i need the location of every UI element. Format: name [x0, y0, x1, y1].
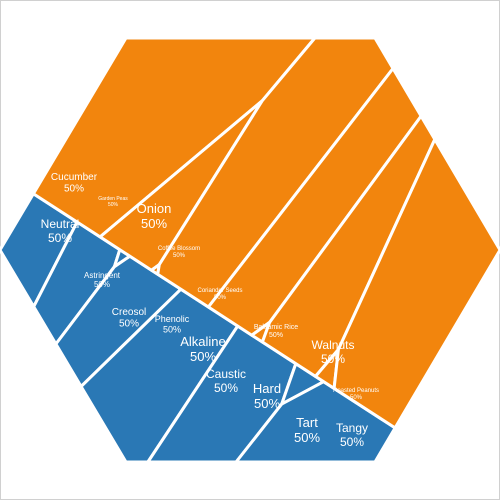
cell-label-onion: Onion 50%: [137, 201, 172, 231]
cell-name-tart: Tart: [296, 415, 318, 430]
cell-label-garden-peas: Garden Peas 50%: [98, 196, 128, 208]
cell-value-balsamic-rice: 50%: [269, 332, 283, 339]
cell-label-tangy: Tangy 50%: [336, 421, 368, 449]
cell-tangy[interactable]: [332, 137, 500, 430]
cell-value-phenolic: 50%: [163, 324, 181, 334]
cell-name-alkaline: Alkaline: [180, 334, 226, 349]
cell-value-alkaline: 50%: [190, 349, 216, 364]
cell-value-coffee-blossom: 50%: [173, 253, 186, 259]
cell-label-roasted-peanuts: Roasted Peanuts 50%: [333, 388, 379, 401]
cell-value-creosol: 50%: [119, 319, 139, 330]
cell-value-neutral: 50%: [48, 231, 72, 245]
cell-label-neutral: Neutral 50%: [41, 217, 80, 245]
cell-name-phenolic: Phenolic: [155, 314, 190, 324]
cell-value-onion: 50%: [141, 216, 167, 231]
cell-value-caustic: 50%: [214, 381, 238, 395]
cell-name-onion: Onion: [137, 201, 172, 216]
cell-label-balsamic-rice: Balsamic Rice 50%: [254, 324, 298, 339]
cell-label-creosol: Creosol 50%: [112, 307, 146, 330]
cell-value-roasted-peanuts: 50%: [350, 395, 363, 401]
cell-phenolic[interactable]: [156, 36, 395, 309]
cell-name-coriander-seeds: Coriander Seeds: [197, 288, 242, 294]
cell-name-cucumber: Cucumber: [51, 172, 98, 183]
cell-name-neutral: Neutral: [41, 217, 80, 231]
cell-label-hard: Hard 50%: [253, 381, 281, 411]
cell-label-coffee-blossom: Coffee Blossom 50%: [158, 246, 200, 259]
cell-label-alkaline: Alkaline 50%: [180, 334, 226, 364]
cell-name-walnuts: Walnuts: [312, 338, 355, 352]
cell-name-coffee-blossom: Coffee Blossom: [158, 246, 200, 252]
cell-label-coriander-seeds: Coriander Seeds 50%: [197, 288, 242, 301]
cell-value-tart: 50%: [294, 430, 320, 445]
cell-value-garden-peas: 50%: [108, 202, 119, 208]
cell-name-astringent: Astringent: [84, 271, 121, 280]
cell-label-phenolic: Phenolic 50%: [155, 314, 190, 334]
cell-name-tangy: Tangy: [336, 421, 368, 435]
cell-label-walnuts: Walnuts 50%: [312, 338, 355, 366]
cell-name-caustic: Caustic: [206, 367, 246, 381]
cell-value-astringent: 50%: [94, 280, 110, 289]
cell-name-roasted-peanuts: Roasted Peanuts: [333, 388, 379, 394]
cell-name-creosol: Creosol: [112, 307, 146, 318]
cell-label-caustic: Caustic 50%: [206, 367, 246, 395]
cell-value-walnuts: 50%: [321, 352, 345, 366]
cell-value-tangy: 50%: [340, 435, 364, 449]
cell-name-garden-peas: Garden Peas: [98, 196, 128, 202]
cell-name-balsamic-rice: Balsamic Rice: [254, 324, 298, 331]
cell-label-astringent: Astringent 50%: [84, 271, 121, 289]
cell-value-hard: 50%: [254, 396, 280, 411]
cell-value-cucumber: 50%: [64, 184, 84, 195]
cell-value-coriander-seeds: 50%: [214, 295, 227, 301]
cell-label-tart: Tart 50%: [294, 415, 320, 445]
cell-name-hard: Hard: [253, 381, 281, 396]
cells-layer: [0, 36, 500, 464]
cell-label-cucumber: Cucumber 50%: [51, 172, 98, 195]
labels-layer: Cucumber 50%Garden Peas 50% Onion 50%Coffee …: [41, 172, 379, 449]
